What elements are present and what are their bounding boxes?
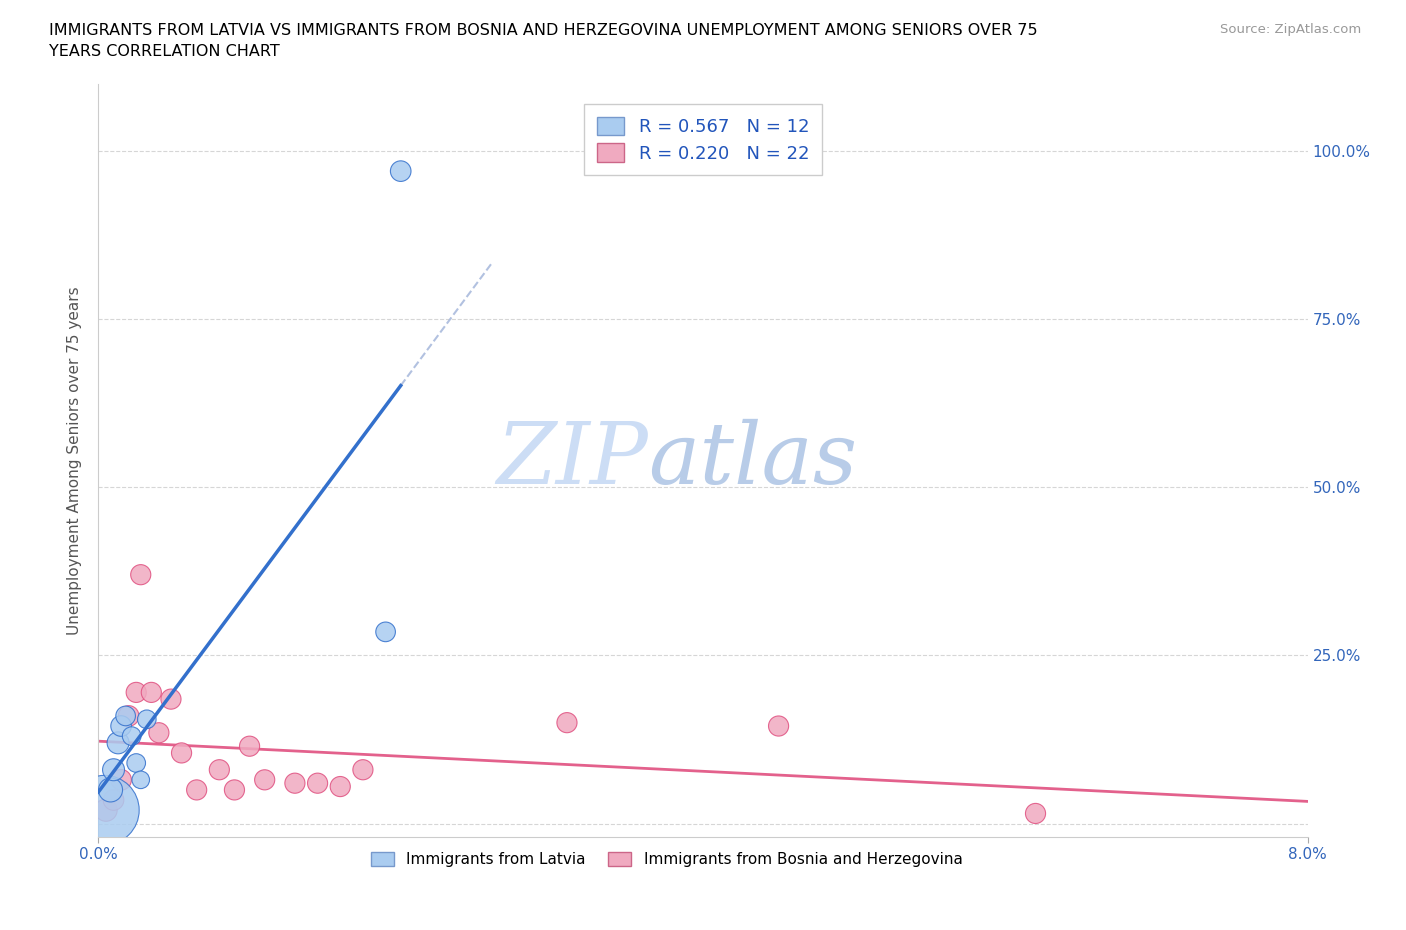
Point: [100, 782, 122, 797]
Point: [1025, 806, 1047, 821]
Point: [118, 709, 141, 724]
Point: [239, 738, 262, 753]
Point: [129, 773, 152, 788]
Text: IMMIGRANTS FROM LATVIA VS IMMIGRANTS FROM BOSNIA AND HERZEGOVINA UNEMPLOYMENT AM: IMMIGRANTS FROM LATVIA VS IMMIGRANTS FRO…: [49, 23, 1038, 38]
Point: [186, 782, 208, 797]
Point: [110, 773, 132, 788]
Point: [110, 719, 132, 734]
Point: [103, 763, 125, 777]
Point: [93, 803, 115, 817]
Y-axis label: Unemployment Among Seniors over 75 years: Unemployment Among Seniors over 75 years: [67, 286, 83, 634]
Point: [125, 755, 148, 770]
Text: YEARS CORRELATION CHART: YEARS CORRELATION CHART: [49, 44, 280, 59]
Point: [555, 715, 578, 730]
Point: [103, 792, 125, 807]
Point: [135, 711, 157, 726]
Point: [170, 746, 193, 761]
Text: ZIP: ZIP: [496, 419, 648, 501]
Point: [389, 164, 412, 179]
Point: [374, 624, 396, 639]
Point: [352, 763, 374, 777]
Point: [114, 709, 136, 724]
Point: [148, 725, 170, 740]
Point: [107, 736, 129, 751]
Text: atlas: atlas: [648, 419, 858, 501]
Point: [307, 776, 329, 790]
Legend: Immigrants from Latvia, Immigrants from Bosnia and Herzegovina: Immigrants from Latvia, Immigrants from …: [363, 844, 970, 874]
Point: [768, 719, 790, 734]
Point: [129, 567, 152, 582]
Point: [160, 692, 183, 707]
Point: [224, 782, 246, 797]
Point: [125, 685, 148, 700]
Point: [94, 803, 117, 817]
Point: [141, 685, 163, 700]
Text: Source: ZipAtlas.com: Source: ZipAtlas.com: [1220, 23, 1361, 36]
Point: [121, 729, 143, 744]
Point: [284, 776, 307, 790]
Point: [253, 773, 276, 788]
Point: [208, 763, 231, 777]
Point: [329, 779, 352, 794]
